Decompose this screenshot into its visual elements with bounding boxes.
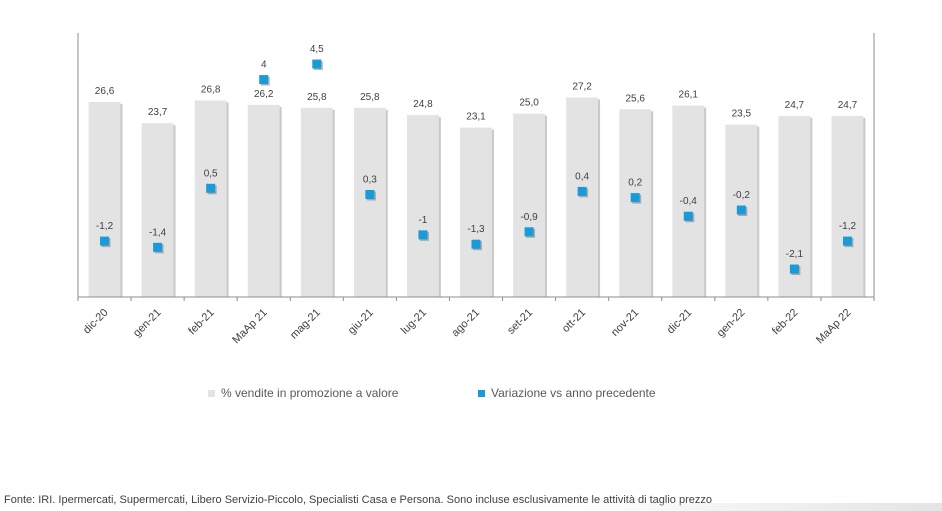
marker-data-label: -1,3	[467, 224, 485, 235]
bar-data-label: 24,8	[413, 99, 433, 110]
source-note: Fonte: IRI. Ipermercati, Supermercati, L…	[4, 494, 712, 506]
combo-chart: 26,6 23,7 26,8 26,2 25,8 25,8 24,8 23,1 25,0 27,2…	[77, 33, 875, 347]
marker-data-label: -1,4	[149, 227, 167, 238]
bar-data-label: 23,1	[466, 112, 486, 123]
marker-data-label: 0,3	[363, 175, 377, 186]
legend-item-markers: Variazione vs anno precedente	[478, 386, 656, 400]
x-tick-label: MaAp 22	[814, 307, 854, 347]
marker-point	[577, 186, 587, 196]
x-tick-label: ago-21	[449, 307, 482, 340]
bar-data-label: 26,6	[95, 86, 115, 97]
marker-point	[100, 236, 110, 246]
marker-point	[842, 236, 852, 246]
bar	[513, 113, 545, 298]
marker-data-label: -0,4	[680, 196, 698, 207]
marker-point	[206, 183, 216, 193]
marker-point	[524, 227, 534, 237]
marker-point	[259, 75, 269, 85]
bar-data-label: 25,8	[307, 92, 327, 103]
bar-data-label: 25,6	[625, 93, 645, 104]
bars-layer: 26,6 23,7 26,8 26,2 25,8 25,8 24,8 23,1 25,0 27,2…	[88, 82, 866, 298]
marker-data-label: 0,4	[575, 171, 589, 182]
bar	[460, 127, 492, 297]
x-tick-label: MaAp 21	[230, 307, 270, 347]
marker-point	[683, 211, 693, 221]
x-tick-label: gen-22	[715, 307, 748, 340]
legend-swatch-markers	[478, 389, 485, 397]
bar-data-label: 24,7	[785, 100, 805, 111]
bar	[407, 115, 439, 297]
legend-item-bars: % vendite in promozione a valore	[208, 386, 398, 400]
marker-data-label: 0,2	[628, 178, 642, 189]
marker-point	[736, 205, 746, 215]
legend: % vendite in promozione a valore Variazi…	[0, 386, 942, 402]
bar	[247, 104, 280, 297]
bar	[831, 115, 864, 297]
decorative-fade	[560, 503, 942, 511]
bar-data-label: 26,2	[254, 89, 274, 100]
marker-point	[789, 264, 799, 274]
marker-data-label: -1	[418, 215, 427, 226]
bar-data-label: 24,7	[838, 100, 858, 111]
marker-data-label: -1,2	[839, 221, 857, 232]
x-tick-label: giu-21	[346, 307, 376, 337]
x-tick-label: ott-21	[560, 307, 588, 335]
marker-point	[418, 230, 428, 240]
x-tick-label: dic-20	[81, 307, 111, 337]
bar-data-label: 25,8	[360, 92, 380, 103]
marker-data-label: 4	[261, 60, 267, 71]
x-tick-label: nov-21	[609, 307, 641, 339]
marker-point	[153, 242, 163, 252]
marker-data-label: 0,5	[204, 168, 218, 179]
marker-point	[312, 59, 322, 69]
legend-label-markers: Variazione vs anno precedente	[491, 386, 656, 400]
x-tick-label: lug-21	[399, 307, 429, 337]
marker-data-label: -2,1	[786, 249, 804, 260]
x-tick-label: feb-21	[186, 307, 217, 338]
marker-data-label: -0,2	[733, 190, 751, 201]
bar	[88, 101, 121, 297]
bar-data-label: 27,2	[572, 82, 592, 93]
marker-point	[630, 193, 640, 203]
legend-swatch-bars	[208, 389, 215, 397]
marker-data-label: 4,5	[310, 44, 324, 55]
marker-data-label: -0,9	[520, 212, 538, 223]
bar	[141, 123, 174, 297]
marker-point	[471, 239, 481, 249]
bar-data-label: 23,7	[148, 107, 168, 118]
markers-layer: -1,2 -1,4 0,5 4 4,5 0,3 -1 -1,3 -0,9 0,4 0,2 -0,4 -0…	[96, 44, 857, 276]
x-tick-label: set-21	[505, 307, 535, 337]
x-tick-label: gen-21	[131, 307, 164, 340]
bar-data-label: 23,5	[732, 109, 752, 120]
bar-data-label: 26,1	[679, 90, 699, 101]
marker-data-label: -1,2	[96, 221, 114, 232]
x-tick-label: dic-21	[665, 307, 695, 337]
marker-point	[365, 190, 375, 200]
legend-label-bars: % vendite in promozione a valore	[221, 386, 399, 400]
bar-data-label: 26,8	[201, 84, 221, 95]
bar	[194, 100, 227, 297]
bar	[353, 107, 386, 297]
bar	[672, 105, 705, 297]
bar	[300, 107, 333, 297]
bar-data-label: 25,0	[519, 98, 539, 109]
x-tick-label: feb-22	[770, 307, 801, 338]
x-tick-label: mag-21	[288, 307, 323, 342]
